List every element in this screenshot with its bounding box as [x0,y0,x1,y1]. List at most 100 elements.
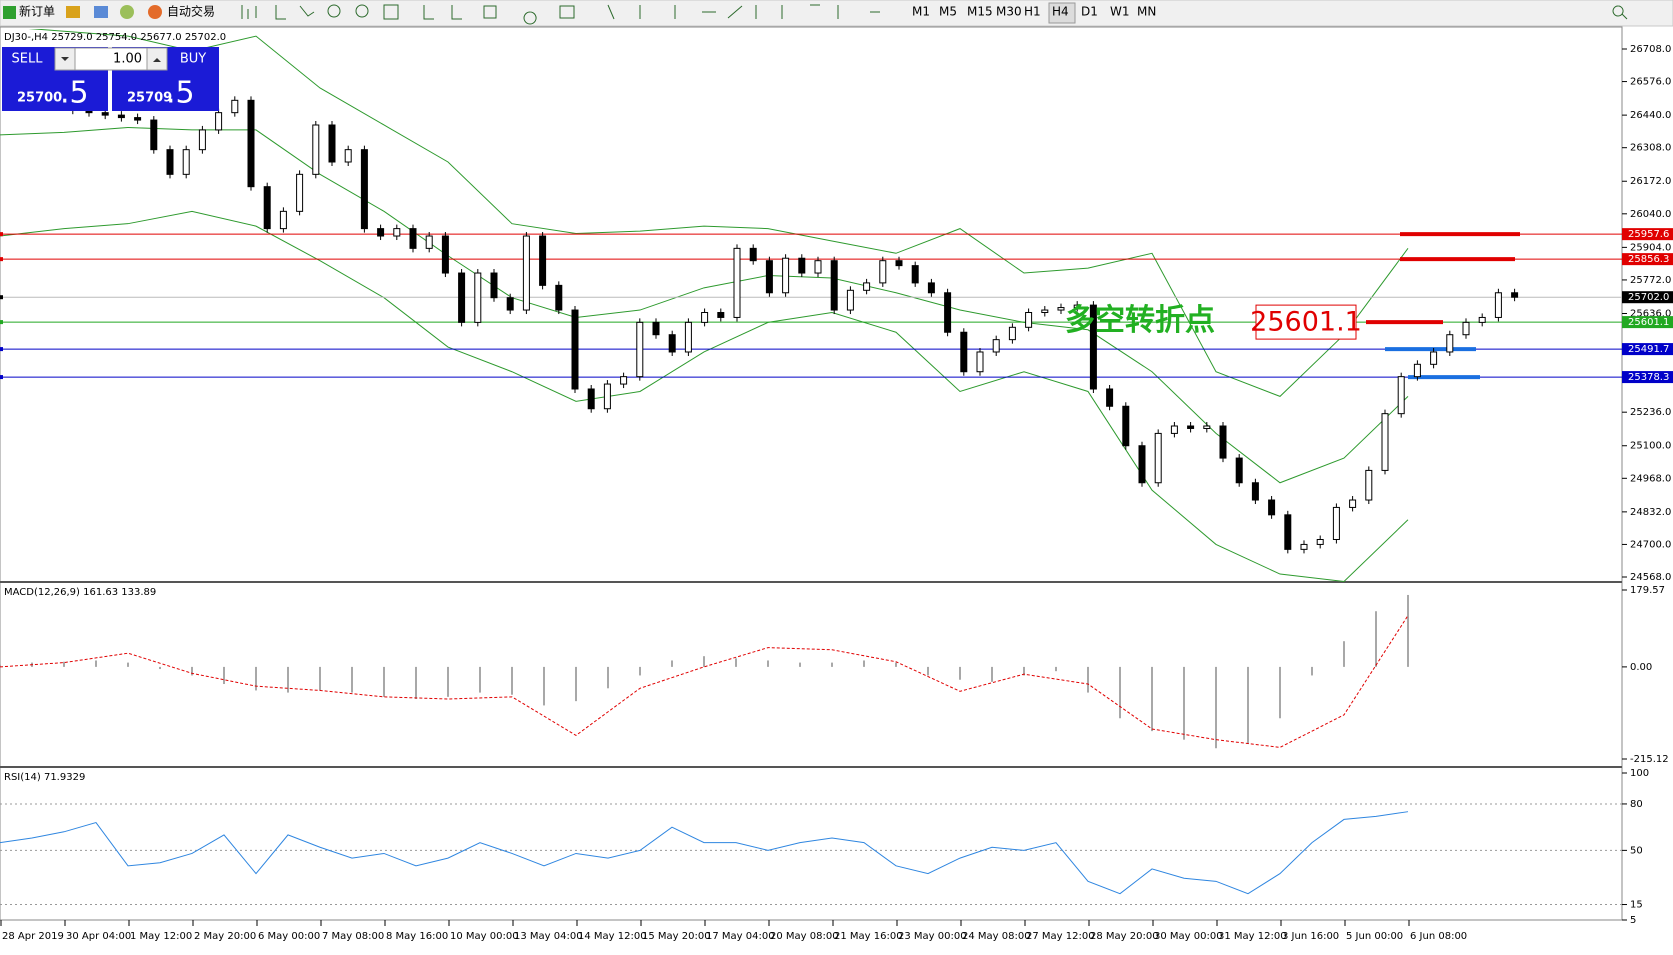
timeframe[interactable]: M30 [996,5,1022,19]
icon[interactable] [383,4,399,20]
x-tick-label: 20 May 08:00 [770,931,839,942]
price-level-tag [1622,253,1673,266]
new-order-icon[interactable] [3,6,16,19]
candle-body [1235,457,1243,484]
icon[interactable] [327,4,341,18]
x-tick-label: 2 May 20:00 [194,931,256,942]
candle-body [296,173,304,212]
x-tick-label: 31 May 12:00 [1218,931,1287,942]
candle-body [587,388,595,410]
icon[interactable] [66,6,80,18]
annotation-value: 25601.1 [1250,307,1362,338]
candle-body [393,228,401,237]
candle-body [863,282,871,291]
candle-body [1349,499,1357,508]
timeframe[interactable]: M15 [967,5,993,19]
candle-body [571,309,579,390]
y-tick-label: 50 [1630,845,1643,856]
level-marker [0,375,3,380]
candle-body [1397,376,1405,415]
candle-body [1154,432,1162,484]
candle-body [765,260,773,294]
timeframe[interactable]: H4 [1052,5,1069,19]
price-level-tag [1622,291,1673,304]
timeframe[interactable]: MN [1137,5,1156,19]
x-tick-label: 30 Apr 04:00 [66,931,131,942]
timeframe[interactable]: D1 [1081,5,1098,19]
candle-body [976,351,984,373]
icon[interactable] [607,4,757,20]
candle-body [1381,413,1389,471]
candle-body [1462,321,1470,336]
y-tick-label: 25772.0 [1630,275,1671,286]
candle-body [1057,307,1065,311]
candle-body [425,235,433,249]
candle-body [474,272,482,323]
icon[interactable] [423,5,575,25]
candle-body [1446,334,1454,353]
candle-body [636,321,644,378]
candle-body [814,260,822,274]
x-tick-label: 23 May 00:00 [898,931,967,942]
annotation: 多空转折点 [1065,303,1215,338]
candle-body [1413,363,1421,378]
candle-body [409,228,417,249]
timeframe[interactable]: H1 [1024,5,1041,19]
macd-label: MACD(12,26,9) 161.63 133.89 [4,587,156,598]
candle-body [150,119,158,151]
sell-button[interactable]: SELL [12,52,44,67]
icon[interactable] [94,6,108,18]
candle-body [733,247,741,318]
y-tick-label: 24968.0 [1630,473,1671,484]
price-level-tag [1622,228,1673,241]
candle-body [441,235,449,274]
buy-button[interactable]: BUY [180,52,206,67]
lot-size[interactable]: 1.00 [113,52,142,67]
icon[interactable] [781,4,880,19]
y-tick-label: 26708.0 [1630,44,1671,55]
bollinger-lower [0,210,1409,582]
candle-body [490,272,498,299]
y-tick-label: 26308.0 [1630,143,1671,154]
candle-body [1365,469,1373,501]
search-icon[interactable] [1612,5,1628,20]
icon[interactable] [148,5,162,19]
candle-body [215,112,223,131]
y-tick-label: 24568.0 [1630,572,1671,583]
price-level-label: 25601.1 [1628,317,1669,328]
x-tick-label: 27 May 12:00 [1026,931,1095,942]
candle-body [684,321,692,353]
candle-body [701,312,709,323]
icon[interactable] [355,4,369,18]
timeframe[interactable]: M5 [939,5,957,19]
axes: 26708.0 26576.0 26440.0 26308.0 26172.0 26040… [0,44,1673,942]
toolbar-bg [0,0,1673,27]
macd-signal [0,615,1409,748]
y-tick-label: 15 [1630,900,1643,911]
level-marker [0,320,3,325]
candle-body [1203,425,1211,429]
y-tick-label: 26440.0 [1630,110,1671,121]
timeframe[interactable]: M1 [912,5,930,19]
y-tick-label: 26576.0 [1630,77,1671,88]
candle-body [911,265,919,284]
x-tick-label: 24 May 08:00 [962,931,1031,942]
auto-trading[interactable]: 自动交易 [167,4,215,19]
candle-body [1008,326,1016,341]
candle-body [668,334,676,353]
icon[interactable] [120,5,134,19]
y-tick-label: 25236.0 [1630,407,1671,418]
chart-header: DJ30-,H4 25729.0 25754.0 25677.0 25702.0 [4,32,226,43]
candle-body [798,257,806,274]
icon[interactable] [241,5,315,20]
new-order[interactable]: 新订单 [19,4,55,19]
y-tick-label: 25904.0 [1630,242,1671,253]
x-tick-label: 15 May 20:00 [642,931,711,942]
price-level-label: 25856.3 [1628,254,1669,265]
timeframe[interactable]: W1 [1110,5,1130,19]
candle-body [846,289,854,311]
x-tick-label: 3 Jun 16:00 [1282,931,1339,942]
candle-body [620,376,628,385]
tool-icons[interactable] [241,4,1628,25]
